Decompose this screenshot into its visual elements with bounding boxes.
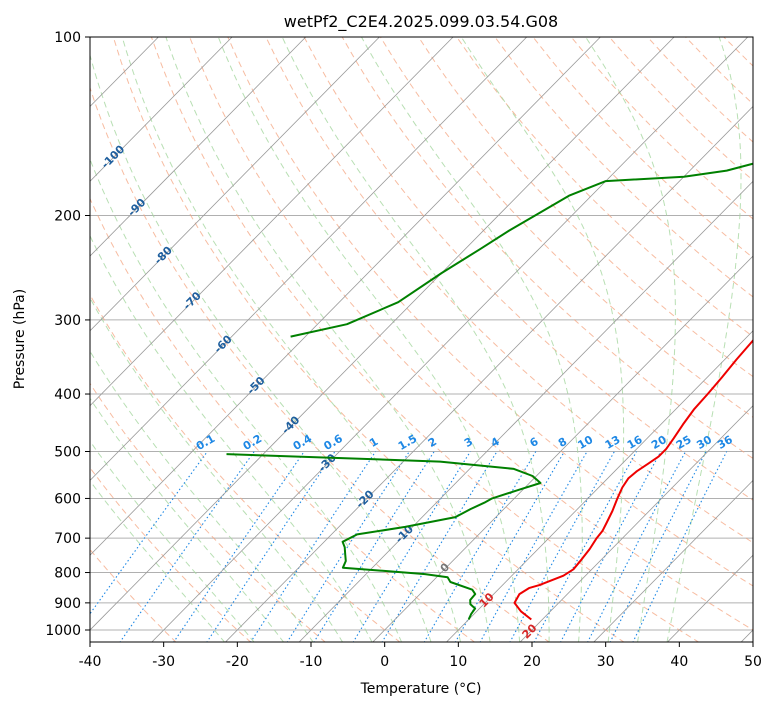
dewpoint-profile [226, 453, 542, 620]
dry-adiabat-line [418, 37, 753, 378]
moist-adiabat-line [90, 440, 255, 642]
moist-adiabat-line [90, 397, 285, 642]
y-axis: 100 200 300 400 500 600 700 800 900 1000 [45, 30, 90, 639]
isotherm-line [445, 330, 753, 642]
y-tick-label: 100 [54, 30, 81, 46]
isotherm-line [90, 37, 454, 407]
dry-adiabat-line [456, 37, 753, 338]
y-tick-label: 900 [54, 596, 81, 612]
moist-adiabat-line [165, 37, 491, 642]
mixing-ratio-line [533, 451, 637, 642]
dry-adiabat-line [341, 37, 753, 460]
dry-adiabat-line [303, 37, 753, 501]
sounding-profiles [226, 162, 753, 621]
x-tick-label: 0 [380, 654, 389, 670]
chart-title: wetPf2_C2E4.2025.099.03.54.G08 [284, 12, 558, 32]
x-tick-label: 50 [744, 654, 762, 670]
dry-adiabat-line [150, 37, 700, 642]
mixing-ratio-line [509, 451, 615, 642]
mixing-ratio-line [609, 451, 707, 642]
moist-adiabat-line [90, 297, 344, 642]
y-tick-label: 1000 [45, 623, 81, 639]
y-tick-label: 800 [54, 566, 81, 582]
dewpoint-upper-profile [290, 162, 753, 338]
y-tick-label: 500 [54, 444, 81, 460]
isotherm-line [519, 405, 753, 642]
x-tick-label: 30 [597, 654, 615, 670]
x-axis: -40 -30 -20 -10 0 10 20 30 40 50 [79, 642, 762, 670]
mixing-ratio-line [206, 451, 336, 642]
isotherm-line [224, 105, 753, 642]
temperature-profile [513, 338, 753, 621]
mixing-ratio-line [632, 451, 728, 642]
dry-adiabat-line [189, 37, 753, 631]
plot-frame [89, 36, 754, 643]
moist-adiabat-line [90, 350, 314, 642]
dry-adiabat-line [379, 37, 753, 418]
dry-adiabat-line [112, 37, 625, 642]
dry-adiabat-line [90, 197, 476, 642]
isotherm-line [90, 37, 233, 182]
moist-adiabat-line [90, 157, 403, 642]
dry-adiabat-line [90, 86, 550, 642]
isotherm-line [90, 37, 675, 631]
x-axis-title: Temperature (°C) [360, 681, 482, 697]
x-tick-label: 20 [523, 654, 541, 670]
y-axis-title: Pressure (hPa) [12, 289, 28, 389]
dry-adiabat-line [90, 467, 252, 642]
isotherms [90, 37, 753, 642]
pressure-gridlines [90, 37, 753, 631]
x-tick-label: -10 [300, 654, 323, 670]
moist-adiabat-line [361, 37, 583, 642]
mixing-ratio-line [90, 451, 208, 615]
isotherm-line [372, 255, 753, 642]
mixing-ratio-line [173, 451, 305, 642]
mixing-ratio-line [286, 451, 410, 642]
dry-adiabat-line [227, 37, 753, 587]
plot-area: -100-90-80-70-60-50-40-30-20-10010203040… [90, 37, 753, 642]
mixing-ratio-line [352, 451, 471, 642]
isotherm-line [90, 37, 380, 332]
x-tick-label: 10 [449, 654, 467, 670]
x-tick-label: -40 [79, 654, 102, 670]
dry-adiabat-line [494, 37, 753, 298]
moist-adiabat-line [90, 234, 373, 642]
isotherm-line [90, 37, 307, 257]
isotherm-line [90, 37, 601, 556]
moist-adiabat-line [666, 37, 742, 642]
isotherm-line [90, 37, 528, 481]
y-tick-label: 600 [54, 491, 81, 507]
isotherm-line [593, 479, 753, 642]
isotherm-line [298, 180, 753, 642]
moist-adiabat-line [585, 37, 676, 642]
y-tick-label: 200 [54, 209, 81, 225]
moist-adiabat-line [90, 480, 226, 642]
y-tick-label: 700 [54, 531, 81, 547]
dry-adiabat-line [90, 382, 326, 642]
x-tick-label: -30 [152, 654, 175, 670]
y-tick-label: 400 [54, 387, 81, 403]
mixing-ratio-line [381, 451, 498, 642]
moist-adiabat-line [121, 37, 462, 642]
x-tick-label: 40 [670, 654, 688, 670]
isotherm-line [151, 37, 749, 642]
mixing-ratio-line [250, 451, 377, 642]
y-tick-label: 300 [54, 313, 81, 329]
x-tick-label: -20 [226, 654, 249, 670]
moist-adiabat-line [281, 37, 550, 642]
mixing-ratio-line [313, 451, 435, 642]
moist-adiabat-line [90, 53, 432, 642]
